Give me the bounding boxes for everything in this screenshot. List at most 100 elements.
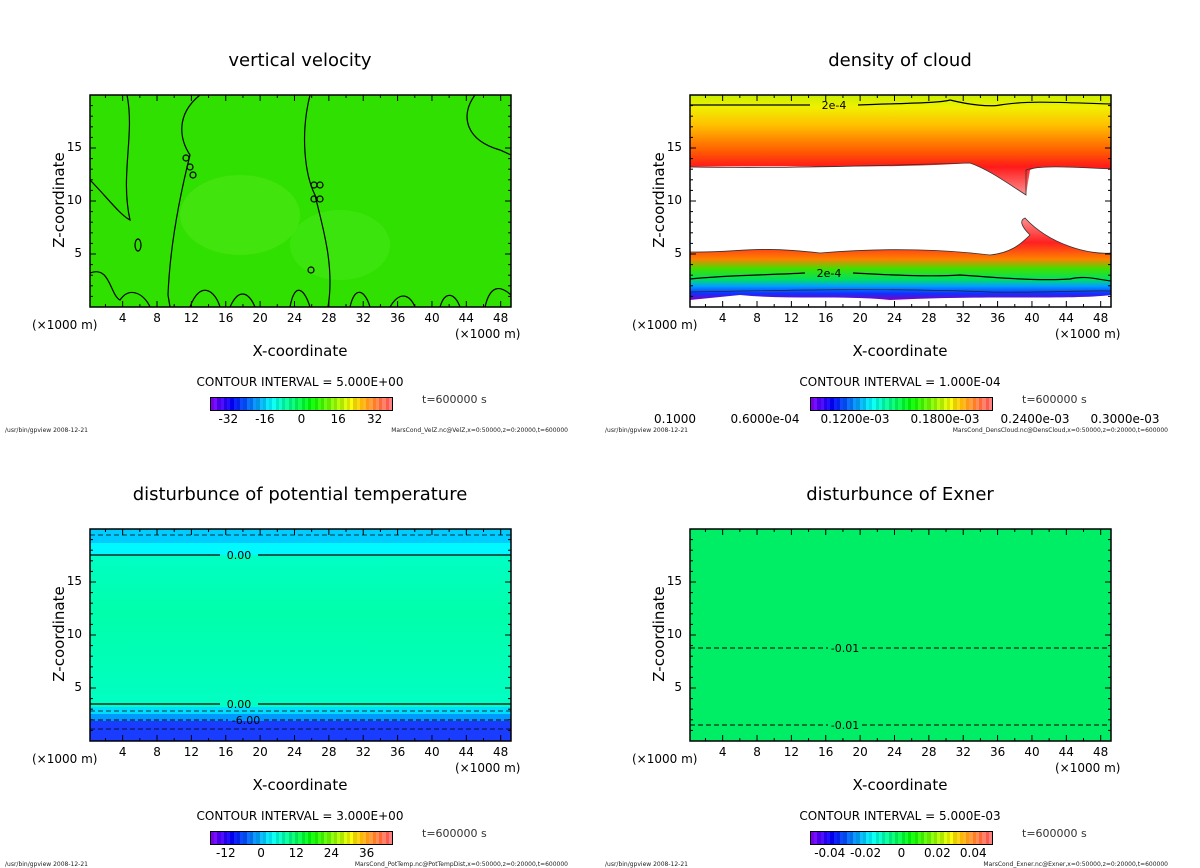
- colorbar-swatch: [920, 398, 925, 410]
- colorbar-swatch: [820, 832, 824, 844]
- x-unit-label: (×1000 m): [455, 761, 521, 775]
- y-axis-label: Z-coordinate: [50, 586, 68, 682]
- colorbar-swatch: [366, 832, 370, 844]
- colorbar-swatch: [301, 832, 305, 844]
- colorbar-swatch: [353, 832, 357, 844]
- colorbar-swatch: [343, 832, 347, 844]
- colorbar-swatch: [927, 398, 931, 410]
- x-tick-label: 40: [424, 311, 440, 325]
- x-tick-label: 48: [1093, 745, 1109, 759]
- colorbar-swatch: [330, 398, 334, 410]
- x-axis-label: X-coordinate: [852, 776, 948, 794]
- y-tick-label: 15: [666, 140, 682, 154]
- colorbar-swatch: [833, 832, 837, 844]
- x-tick-label: 12: [183, 745, 200, 759]
- colorbar-swatch: [966, 398, 970, 410]
- contour-field: -0.01 -0.01: [689, 528, 1112, 742]
- plot-title: vertical velocity: [228, 50, 372, 71]
- colorbar-swatch: [320, 398, 325, 410]
- colorbar-swatch: [350, 398, 354, 410]
- colorbar-swatch: [872, 398, 876, 410]
- colorbar-swatch: [295, 398, 299, 410]
- colorbar-swatch: [236, 398, 241, 410]
- colorbar-swatch: [217, 832, 221, 844]
- y-tick-label: 10: [666, 193, 682, 207]
- colorbar-swatch: [375, 832, 380, 844]
- colorbar-swatch: [849, 398, 854, 410]
- colorbar: [810, 397, 993, 411]
- colorbar-swatch: [840, 832, 844, 844]
- x-tick-label: 32: [355, 745, 371, 759]
- colorbar-swatch: [333, 398, 338, 410]
- x-tick-label: 36: [989, 745, 1006, 759]
- colorbar-swatch: [223, 398, 228, 410]
- colorbar-swatch: [972, 398, 976, 410]
- colorbar-swatch: [911, 398, 915, 410]
- colorbar-swatch: [975, 398, 980, 410]
- x-tick-label: 4: [118, 745, 127, 759]
- colorbar-swatch: [385, 832, 389, 844]
- colorbar-swatch: [256, 398, 260, 410]
- colorbar-swatch: [836, 832, 841, 844]
- plot-area: -0.01 -0.01: [689, 528, 1112, 742]
- x-tick-label: 16: [818, 311, 834, 325]
- colorbar-swatch: [259, 832, 263, 844]
- colorbar-swatch: [233, 832, 237, 844]
- x-tick-label: 28: [921, 311, 937, 325]
- colorbar-swatch: [940, 832, 944, 844]
- colorbar-swatch: [382, 398, 386, 410]
- colorbar-swatch: [956, 832, 960, 844]
- colorbar-swatch: [830, 832, 834, 844]
- colorbar-swatch: [246, 832, 250, 844]
- colorbar-swatch: [314, 398, 318, 410]
- colorbar-swatch: [214, 398, 218, 410]
- colorbar-swatch: [285, 832, 289, 844]
- colorbar-swatch: [291, 398, 296, 410]
- colorbar-label: -0.02: [850, 846, 882, 860]
- colorbar-label: 0: [297, 412, 306, 426]
- plot-panel: density of cloud 2e-4 2e-4: [600, 0, 1200, 434]
- colorbar-swatch: [282, 832, 286, 844]
- contour-label: -0.01: [831, 719, 859, 732]
- colorbar-swatch: [337, 398, 341, 410]
- x-tick-label: 24: [886, 311, 903, 325]
- colorbar-swatch: [859, 832, 863, 844]
- colorbar-swatch: [917, 398, 921, 410]
- colorbar-swatch: [885, 398, 889, 410]
- contour-field: [89, 94, 512, 308]
- x-tick-label: 12: [183, 311, 200, 325]
- colorbar-swatch: [937, 398, 941, 410]
- colorbar-swatch: [240, 398, 244, 410]
- colorbar-swatch: [908, 832, 912, 844]
- x-tick-label: 44: [458, 745, 474, 759]
- colorbar-swatch: [846, 832, 850, 844]
- colorbar-swatch: [972, 832, 976, 844]
- colorbar-swatch: [924, 832, 928, 844]
- colorbar-swatch: [327, 398, 331, 410]
- colorbar-swatch: [895, 832, 899, 844]
- x-tick-label: 44: [458, 311, 474, 325]
- x-tick-label: 48: [493, 745, 509, 759]
- x-tick-label: 32: [355, 311, 371, 325]
- contour-label: -6.00: [232, 714, 260, 727]
- colorbar-swatch: [840, 398, 844, 410]
- plot-frame: [89, 528, 512, 742]
- contour-label: 2e-4: [817, 267, 842, 280]
- colorbar-swatch: [930, 398, 934, 410]
- x-tick-label: 12: [783, 745, 800, 759]
- colorbar-swatch: [317, 398, 321, 410]
- colorbar-swatch: [282, 398, 286, 410]
- colorbar-swatch: [853, 832, 857, 844]
- colorbar-swatch: [859, 398, 863, 410]
- colorbar-swatch: [943, 398, 947, 410]
- x-axis-label: X-coordinate: [252, 776, 348, 794]
- colorbar-swatch: [236, 832, 241, 844]
- colorbar-swatch: [220, 398, 224, 410]
- colorbar-swatch: [295, 832, 299, 844]
- time-label: t=600000 s: [422, 393, 487, 406]
- time-label: t=600000 s: [1022, 393, 1087, 406]
- colorbar-swatch: [298, 832, 302, 844]
- x-tick-label: 8: [753, 745, 761, 759]
- colorbar-swatch: [291, 832, 296, 844]
- x-tick-label: 24: [286, 745, 303, 759]
